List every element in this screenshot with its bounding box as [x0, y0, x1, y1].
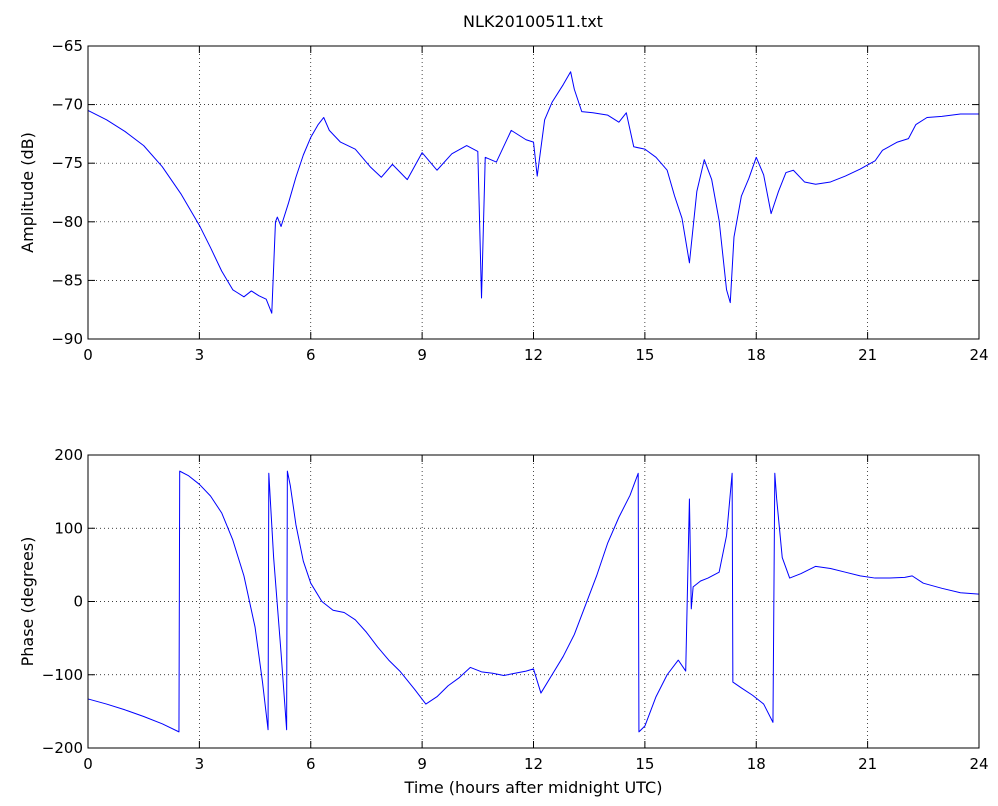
amplitude-y-tick-label: −80: [51, 213, 83, 231]
amplitude-plot: 0 3 6 9 12 15 18 21 24 −90 −85 −80 −75 −70 −65 Amplitud…: [18, 37, 989, 364]
phase-y-tick-label: −200: [42, 739, 83, 757]
phase-y-tick-label: 200: [54, 446, 83, 464]
amplitude-x-tick-label: 24: [969, 346, 988, 364]
phase-x-tick-label: 6: [306, 755, 316, 773]
amplitude-series-line: [87, 71, 979, 314]
phase-x-tick-label: 9: [417, 755, 427, 773]
amplitude-x-tick-label: 12: [524, 346, 543, 364]
amplitude-x-tick-label: 6: [306, 346, 316, 364]
amplitude-y-tick-label: −65: [51, 37, 83, 55]
amplitude-x-tick-label: 15: [635, 346, 654, 364]
amplitude-x-tick-label: 3: [195, 346, 205, 364]
phase-y-tick-label: 100: [54, 519, 83, 537]
phase-x-tick-label: 21: [858, 755, 877, 773]
amplitude-y-tick-label: −90: [51, 330, 83, 348]
amplitude-y-tick-label: −85: [51, 271, 83, 289]
phase-series-line: [87, 470, 980, 733]
chart-title: NLK20100511.txt: [463, 12, 603, 31]
amplitude-x-tick-label: 21: [858, 346, 877, 364]
phase-y-axis-label: Phase (degrees): [18, 537, 37, 667]
amplitude-y-tick-label: −75: [51, 154, 83, 172]
phase-x-tick-label: 15: [635, 755, 654, 773]
amplitude-y-tick-label: −70: [51, 96, 83, 114]
phase-x-tick-label: 0: [83, 755, 93, 773]
amplitude-axes-frame: [87, 45, 980, 340]
phase-y-tick-label: −100: [42, 666, 83, 684]
phase-x-tick-label: 18: [747, 755, 766, 773]
phase-axes-frame: [87, 454, 980, 749]
phase-plot: 0 3 6 9 12 15 18 21 24 −200 −100 0 100 200 Phase (degr…: [18, 446, 989, 797]
amplitude-x-tick-label: 0: [83, 346, 93, 364]
amplitude-x-tick-label: 18: [747, 346, 766, 364]
amplitude-y-axis-label: Amplitude (dB): [18, 132, 37, 253]
phase-x-tick-label: 3: [195, 755, 205, 773]
phase-y-tick-label: 0: [73, 593, 83, 611]
amplitude-x-tick-label: 9: [417, 346, 427, 364]
phase-x-tick-label: 24: [969, 755, 988, 773]
phase-x-tick-label: 12: [524, 755, 543, 773]
phase-x-axis-label: Time (hours after midnight UTC): [404, 778, 663, 797]
